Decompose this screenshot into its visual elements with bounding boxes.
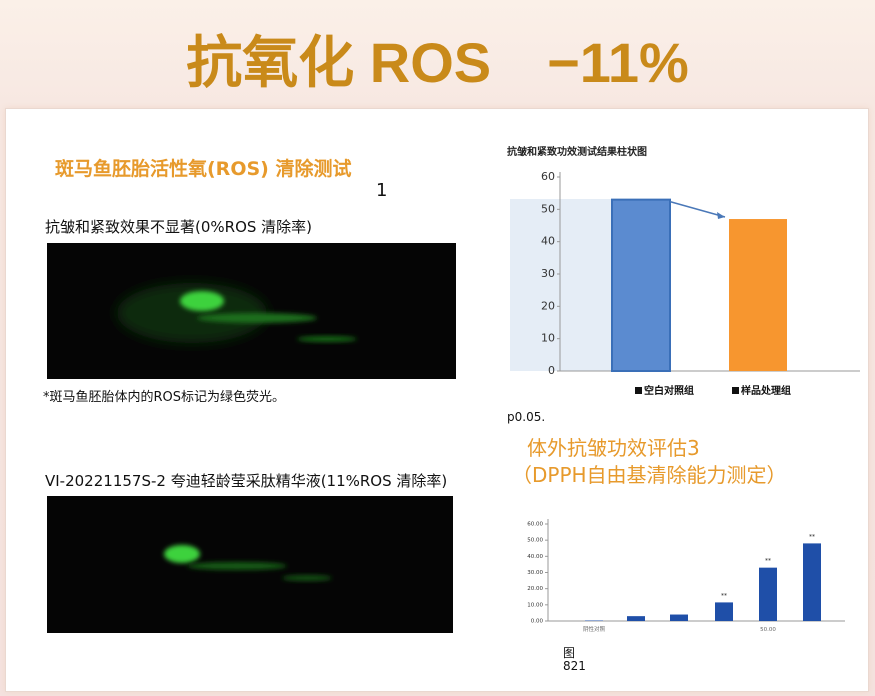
x-tick-label: 阴性对照 [583,625,606,633]
figure-number: 821 [563,659,586,673]
x-tick-label: 50.00 [760,627,776,633]
bar [729,219,787,371]
image-caption: *斑马鱼胚胎体内的ROS标记为绿色荧光。 [43,390,286,405]
significance-label: ** [809,533,815,540]
fluorescence-image [47,496,453,633]
y-tick-label: 50.00 [527,538,543,544]
y-tick-label: 10 [541,332,555,345]
y-tick-label: 60.00 [527,522,543,528]
sample-description: VI-20221157S-2 夸迪轻龄莹采肽精华液(11%ROS 清除率) [45,472,448,490]
trend-arrowhead [717,212,725,220]
bar-chart: 0.00 10.00 20.00 30.00 40.00 50.00 60.00 阴性对照 **… [527,519,845,633]
control-description: 抗皱和紧致效果不显著(0%ROS 清除率) [45,218,313,236]
y-tick-label: 60 [541,170,555,183]
legend-swatch [635,387,642,394]
bar [803,543,821,621]
significance-label: ** [721,592,727,599]
page-title: 抗氧化 ROS −11% [186,31,689,94]
bar [715,602,733,621]
legend-swatch [732,387,739,394]
y-tick-label: 20 [541,299,555,312]
section-heading: 体外抗皱功效评估3 [527,436,700,460]
y-tick-label: 0 [548,364,555,377]
y-tick-label: 50 [541,202,555,215]
legend-label: 样品处理组 [741,384,791,397]
bar [611,198,671,373]
p-value-note: p0.05. [507,410,546,424]
bar [670,614,688,621]
y-tick-label: 30 [541,267,555,280]
y-tick-label: 10.00 [527,602,543,608]
trend-arrow [669,200,726,218]
y-tick-label: 40.00 [527,554,543,560]
y-tick-label: 0.00 [531,619,544,625]
y-tick-label: 30.00 [527,570,543,576]
index-number: 1 [376,180,388,201]
significance-label: ** [765,558,771,565]
bar [759,567,777,621]
legend-label: 空白对照组 [644,384,694,397]
fluorescence-image [47,243,456,379]
chart-title: 抗皱和紧致功效测试结果柱状图 [507,145,647,158]
bar-chart: 抗皱和紧致功效测试结果柱状图 0 10 20 30 40 50 60 空白对照组 样品处理组 [507,145,860,397]
section-heading: 斑马鱼胚胎活性氧(ROS) 清除测试 [55,158,352,180]
y-tick-label: 40 [541,235,555,248]
bar [627,616,645,621]
figure-label: 图 [563,646,576,660]
y-tick-label: 20.00 [527,586,543,592]
section-subheading: （DPPH自由基清除能力测定） [512,463,787,487]
